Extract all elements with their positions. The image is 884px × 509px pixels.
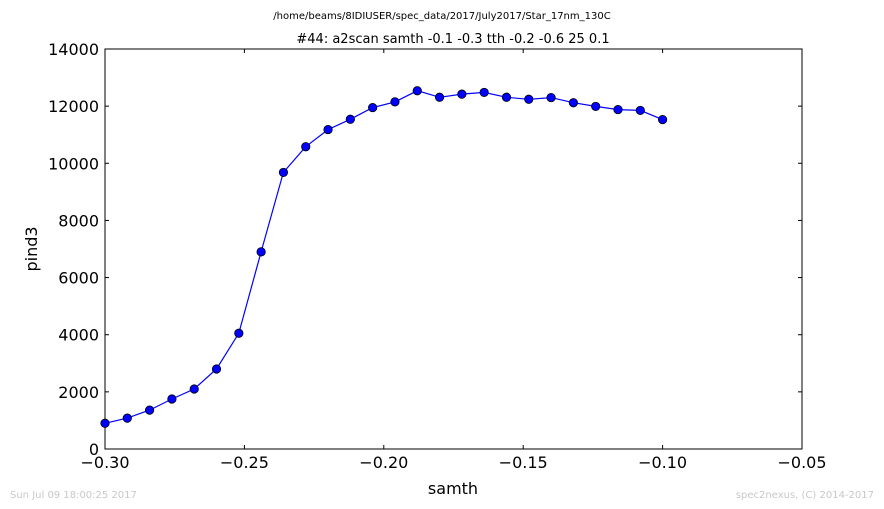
data-point <box>412 86 422 96</box>
data-point <box>234 328 244 338</box>
footer-credit: spec2nexus, (C) 2014-2017 <box>736 490 874 501</box>
y-tick-label: 12000 <box>48 97 99 116</box>
data-point <box>167 394 177 404</box>
y-tick-label: 0 <box>89 440 99 459</box>
data-point <box>568 98 578 108</box>
x-tick-label: −0.20 <box>359 453 408 472</box>
data-point <box>278 167 289 178</box>
data-point <box>390 97 400 107</box>
data-point <box>323 124 333 135</box>
y-tick-label: 4000 <box>58 326 99 345</box>
data-point <box>434 92 445 102</box>
data-point <box>457 89 467 99</box>
data-point <box>189 384 199 394</box>
data-point <box>368 102 378 113</box>
data-point <box>657 114 668 125</box>
x-axis: −0.30 −0.25 −0.20 −0.15 −0.10 −0.05 <box>80 49 827 472</box>
y-tick-label: 10000 <box>48 154 99 173</box>
data-point <box>479 87 489 98</box>
x-tick-label: −0.15 <box>499 453 548 472</box>
data-series <box>100 86 668 428</box>
y-axis-label: pind3 <box>22 226 41 271</box>
data-point <box>211 364 222 374</box>
file-path: /home/beams/8IDIUSER/spec_data/2017/July… <box>273 11 610 22</box>
data-point <box>524 94 534 104</box>
y-tick-label: 2000 <box>58 383 99 402</box>
y-tick-label: 6000 <box>58 269 99 288</box>
data-point <box>613 104 623 115</box>
data-point <box>256 247 266 257</box>
footer-timestamp: Sun Jul 09 18:00:25 2017 <box>10 490 137 501</box>
x-tick-label: −0.25 <box>220 453 269 472</box>
x-axis-label: samth <box>428 479 478 498</box>
data-point <box>301 142 311 152</box>
y-axis: 0 2000 4000 6000 8000 10000 12000 14000 <box>48 40 802 459</box>
x-tick-label: −0.30 <box>80 453 129 472</box>
plot-area <box>104 48 803 450</box>
data-point <box>345 114 355 124</box>
data-point <box>122 413 132 423</box>
data-point <box>635 105 645 116</box>
y-tick-label: 8000 <box>58 211 99 230</box>
x-tick-label: −0.05 <box>777 453 826 472</box>
x-tick-label: −0.10 <box>638 453 687 472</box>
data-point <box>501 92 512 102</box>
data-point <box>591 101 601 112</box>
data-point <box>100 418 110 428</box>
data-point <box>546 92 556 103</box>
data-point <box>145 405 155 415</box>
y-tick-label: 14000 <box>48 40 99 59</box>
chart-title: #44: a2scan samth -0.1 -0.3 tth -0.2 -0.… <box>296 32 609 47</box>
